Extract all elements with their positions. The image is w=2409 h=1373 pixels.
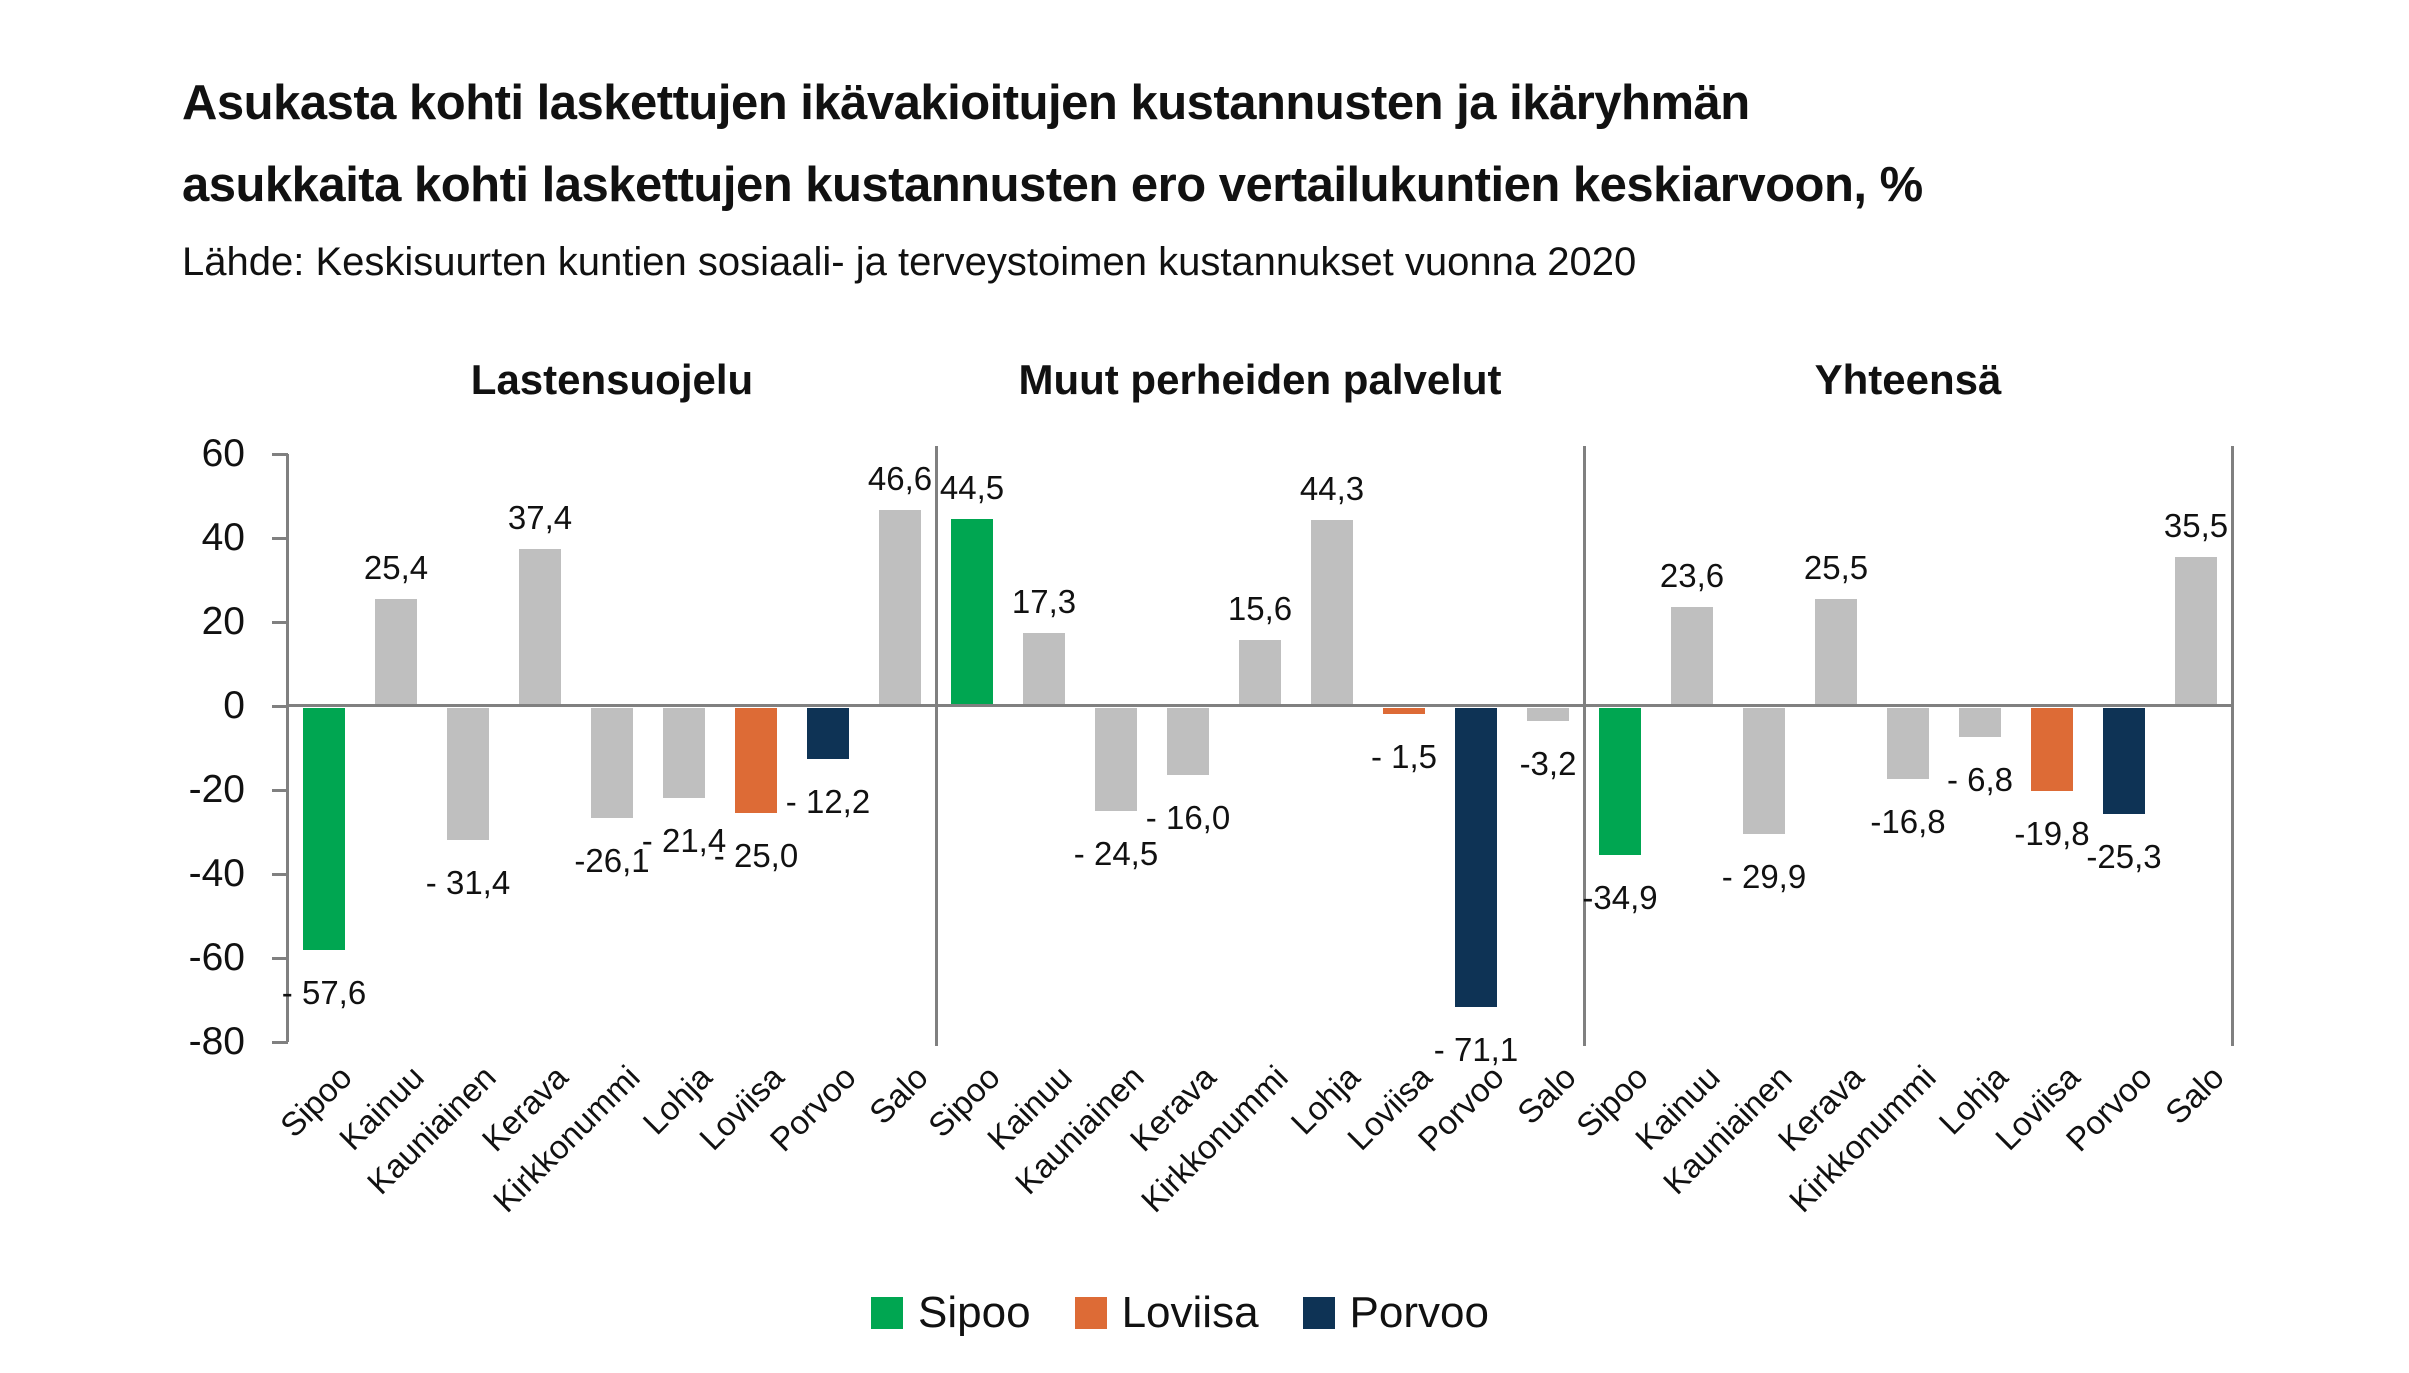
legend-swatch-icon: [1074, 1297, 1107, 1329]
bar-sipoo: [303, 708, 345, 950]
y-axis-tick-label: -40: [188, 852, 245, 895]
bar-value-label: 37,4: [507, 498, 573, 536]
panel-separator-line: [1583, 446, 1586, 1046]
bar-value-label: -16,8: [1870, 802, 1946, 840]
legend-label: Loviisa: [1121, 1288, 1259, 1337]
legend-swatch-icon: [871, 1297, 904, 1329]
panel-separator-line: [2231, 446, 2234, 1046]
bar-value-label: 46,6: [867, 460, 933, 498]
legend-item-sipoo: Sipoo: [871, 1288, 1031, 1338]
bar-value-label: -34,9: [1582, 878, 1658, 916]
bar-value-label: 17,3: [1011, 583, 1077, 621]
chart-title: Asukasta kohti laskettujen ikävakioituje…: [182, 76, 1923, 213]
y-axis-tick-mark: [272, 873, 288, 876]
bar-value-label: -19,8: [2014, 815, 2090, 853]
bar-value-label: - 24,5: [1073, 834, 1159, 872]
bar-value-label: -3,2: [1519, 745, 1577, 783]
bar-kirkkonummi: [1887, 708, 1929, 779]
legend-label: Sipoo: [918, 1288, 1031, 1337]
bar-lohja: [1959, 708, 2001, 737]
legend-item-porvoo: Porvoo: [1302, 1288, 1489, 1338]
bar-kerava: [519, 548, 561, 706]
bar-value-label: - 25,0: [713, 837, 799, 874]
zero-axis-line: [288, 704, 2232, 707]
bar-value-label: - 31,4: [425, 863, 511, 901]
bar-kirkkonummi: [591, 708, 633, 818]
bar-value-label: 23,6: [1659, 556, 1725, 594]
bar-value-label: 25,4: [363, 549, 429, 587]
panel-separator-line: [935, 446, 938, 1046]
panel-title: Muut perheiden palvelut: [1018, 356, 1502, 403]
y-axis-tick-label: -80: [188, 1020, 245, 1063]
y-axis-tick-mark: [272, 621, 288, 624]
bar-value-label: - 57,6: [281, 973, 367, 1011]
y-axis-tick-label: 40: [201, 516, 245, 559]
legend-item-loviisa: Loviisa: [1074, 1288, 1259, 1338]
y-axis-tick-mark: [272, 537, 288, 540]
legend: Sipoo Loviisa Porvoo: [0, 1288, 2360, 1338]
bar-loviisa: [2031, 708, 2073, 792]
bar-kainuu: [1671, 606, 1713, 706]
y-axis-tick-label: 0: [223, 684, 245, 727]
y-axis-tick-label: -60: [188, 936, 245, 979]
y-axis-tick-mark: [272, 789, 288, 792]
bar-value-label: -26,1: [574, 841, 650, 879]
bar-value-label: 35,5: [2163, 506, 2229, 544]
bar-kainuu: [1023, 633, 1065, 706]
bar-value-label: - 21,4: [641, 821, 727, 859]
legend-swatch-icon: [1302, 1297, 1335, 1329]
y-axis-tick-mark: [272, 705, 288, 708]
source-note: Lähde: Keskisuurten kuntien sosiaali- ja…: [182, 240, 1637, 284]
bar-salo: [1527, 708, 1569, 722]
bar-salo: [879, 510, 921, 706]
bar-value-label: -25,3: [2086, 838, 2162, 876]
bar-loviisa: [1383, 708, 1425, 715]
bar-value-label: 44,3: [1299, 469, 1365, 507]
legend-label: Porvoo: [1349, 1288, 1489, 1337]
bar-value-label: - 6,8: [1946, 760, 2014, 798]
bar-kerava: [1815, 598, 1857, 706]
bar-porvoo: [2103, 708, 2145, 815]
bar-value-label: - 1,5: [1370, 738, 1438, 776]
bar-kauniainen: [1095, 708, 1137, 811]
bar-sipoo: [951, 519, 993, 706]
bar-value-label: - 71,1: [1433, 1030, 1519, 1068]
bar-porvoo: [1455, 708, 1497, 1007]
x-axis-category-label: Salo: [2157, 1058, 2231, 1132]
bar-value-label: 15,6: [1227, 590, 1293, 628]
y-axis-tick-label: -20: [188, 768, 245, 811]
bar-value-label: - 16,0: [1145, 799, 1231, 837]
y-axis-tick-label: 60: [201, 432, 245, 475]
bar-kerava: [1167, 708, 1209, 776]
bar-value-label: - 12,2: [785, 783, 871, 821]
bar-kauniainen: [447, 708, 489, 840]
panel-title: Lastensuojelu: [470, 356, 754, 403]
bar-kirkkonummi: [1239, 640, 1281, 706]
bar-value-label: 44,5: [939, 469, 1005, 507]
panel-title: Yhteensä: [1814, 356, 2002, 403]
y-axis-tick-label: 20: [201, 600, 245, 643]
bar-salo: [2175, 556, 2217, 706]
bar-value-label: 25,5: [1803, 548, 1869, 586]
y-axis-line: [286, 454, 289, 1042]
y-axis-tick-mark: [272, 453, 288, 456]
y-axis-tick-mark: [272, 1041, 288, 1044]
bar-lohja: [1311, 519, 1353, 706]
bar-value-label: - 29,9: [1721, 857, 1807, 895]
bar-sipoo: [1599, 708, 1641, 855]
bar-lohja: [663, 708, 705, 798]
bar-kauniainen: [1743, 708, 1785, 834]
bar-loviisa: [735, 708, 777, 813]
bar-porvoo: [807, 708, 849, 760]
y-axis-tick-mark: [272, 957, 288, 960]
bar-kainuu: [375, 599, 417, 706]
